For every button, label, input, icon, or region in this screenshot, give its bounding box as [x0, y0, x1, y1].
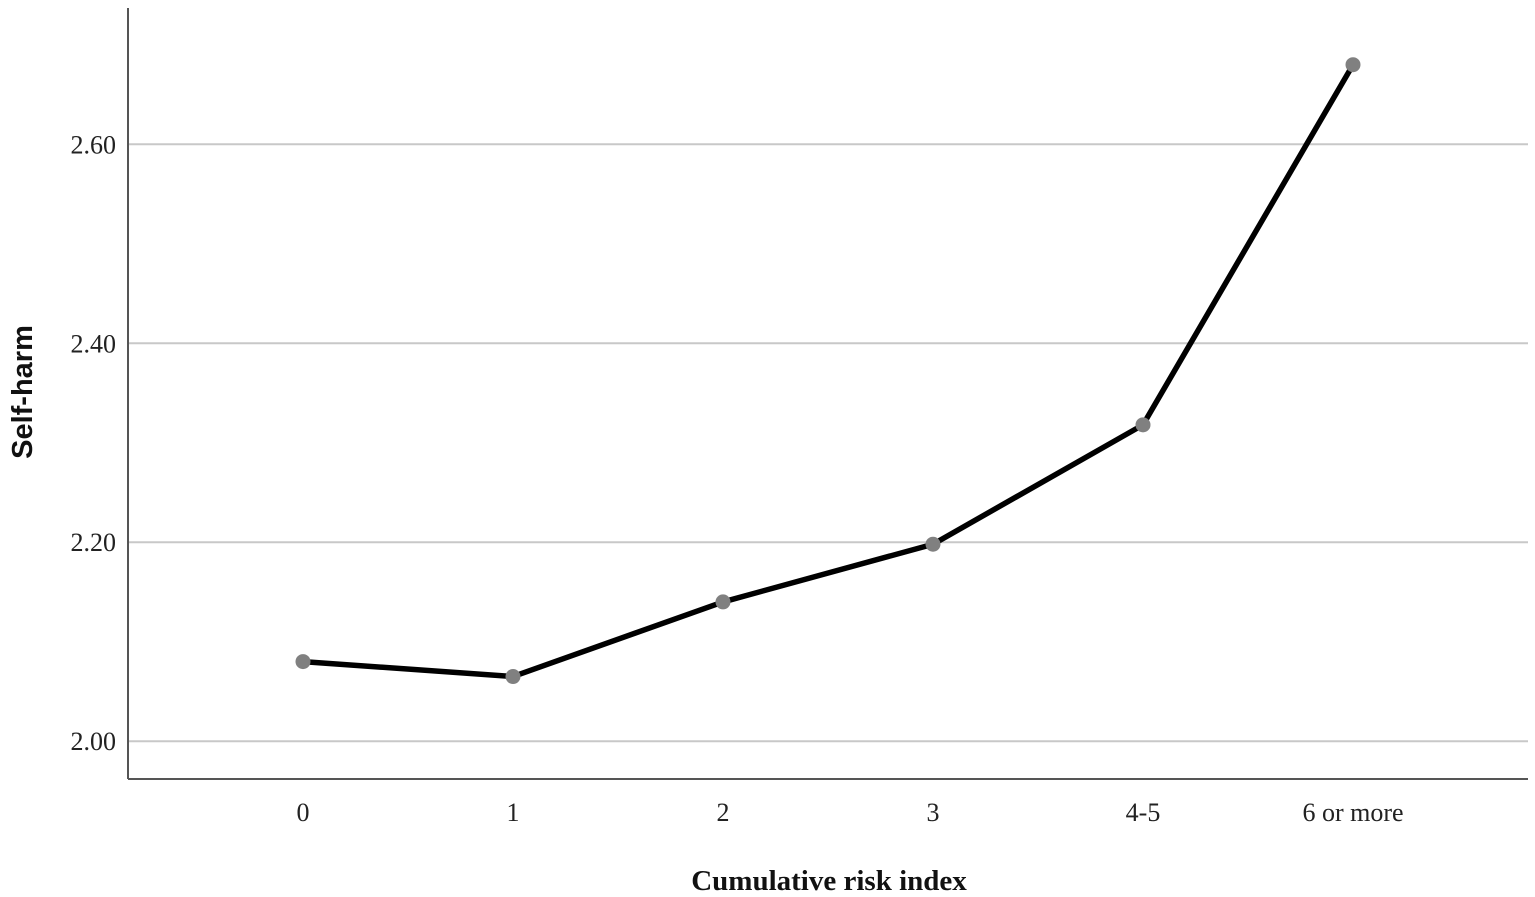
data-point	[505, 669, 521, 685]
y-tick-label: 2.20	[71, 528, 117, 557]
y-tick-label: 2.60	[71, 130, 117, 159]
data-points	[295, 57, 1361, 685]
data-point	[295, 654, 311, 670]
gridlines	[128, 143, 1528, 743]
x-tick-label: 0	[297, 798, 310, 827]
x-tick-label: 2	[717, 798, 730, 827]
x-tick-label: 4-5	[1126, 798, 1161, 827]
data-point	[715, 594, 731, 610]
x-tick-labels: 0 1 2 3 4-5 6 or more	[297, 798, 1404, 827]
y-tick-label: 2.40	[71, 329, 117, 358]
y-tick-labels: 2.00 2.20 2.40 2.60	[71, 130, 117, 756]
data-point	[925, 536, 941, 552]
y-axis-label: Self-harm	[7, 325, 39, 459]
y-tick-label: 2.00	[71, 727, 117, 756]
data-point	[1345, 57, 1361, 73]
data-point	[1135, 417, 1151, 433]
series-line	[300, 61, 1356, 680]
x-tick-label: 3	[927, 798, 940, 827]
x-tick-label: 1	[507, 798, 520, 827]
x-tick-label: 6 or more	[1302, 798, 1403, 827]
x-axis-label: Cumulative risk index	[691, 865, 967, 897]
